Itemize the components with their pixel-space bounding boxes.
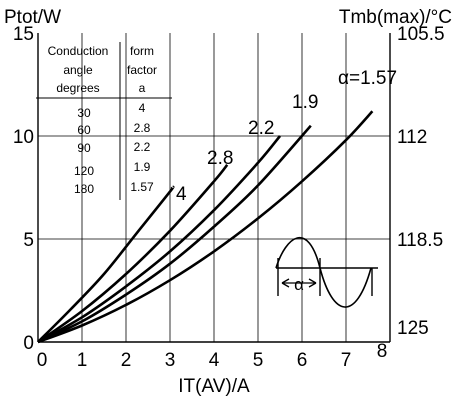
curve-label-alpha-1.57: α=1.57 — [338, 68, 397, 89]
x-tick-label: 5 — [253, 350, 264, 371]
table-cell-angle-5: 180 — [74, 182, 94, 196]
y-right-tick-labels: 105.5 112 118.5 125 — [397, 24, 445, 339]
x-axis-title: IT(AV)/A — [178, 376, 250, 397]
inset-alpha-label: α — [294, 275, 304, 294]
curve-label-1.9: 1.9 — [292, 92, 318, 113]
y-tick-labels: 0 5 10 15 — [13, 24, 34, 354]
curve-label-4: 4 — [176, 184, 187, 205]
curve-label-2.2: 2.2 — [248, 118, 274, 139]
x-tick-label: 1 — [77, 350, 88, 371]
y-tick-label: 5 — [23, 230, 34, 251]
y-left-title: Ptot/W — [4, 7, 61, 28]
x-tick-label: 2 — [121, 350, 132, 371]
conduction-angle-table: Conduction angle degrees form factor a 3… — [36, 42, 172, 200]
series-line-3 — [37, 124, 312, 344]
table-header-col1-line1: Conduction — [48, 44, 109, 58]
curve-labels: 4 2.8 2.2 1.9 α=1.57 — [176, 68, 397, 205]
table-header-col2-line1: form — [130, 44, 154, 58]
grid — [38, 33, 390, 342]
x-tick-label: 0 — [37, 350, 48, 371]
y-tick-label: 0 — [23, 333, 34, 354]
conduction-angle-inset: α — [275, 236, 378, 308]
table-header-col1-line2: angle — [63, 63, 93, 77]
series-line-2 — [37, 135, 282, 344]
inset-sine-wave — [275, 236, 372, 308]
x-tick-label: 3 — [165, 350, 176, 371]
table-cell-angle-4: 120 — [74, 164, 94, 178]
table-cell-factor-5: 1.57 — [130, 180, 154, 194]
table-header-col1-line3: degrees — [56, 81, 99, 95]
y-right-title: Tmb(max)/°C — [339, 7, 452, 28]
x-tick-label: 6 — [297, 350, 308, 371]
y-tick-label: 15 — [13, 24, 34, 45]
table-header-col2-line3: a — [139, 81, 146, 95]
x-tick-label: 4 — [209, 350, 220, 371]
y-right-tick-label: 118.5 — [397, 230, 443, 251]
table-cell-factor-1: 4 — [139, 101, 146, 115]
table-cell-factor-2: 2.8 — [134, 121, 151, 135]
curve-label-2.8: 2.8 — [207, 148, 233, 169]
y-right-tick-label: 125 — [397, 318, 429, 339]
series-line-1 — [37, 163, 229, 344]
x-tick-label: 8 — [377, 341, 388, 362]
y-right-tick-label: 112 — [397, 127, 427, 148]
series-line-4 — [37, 110, 374, 344]
x-tick-labels: 0 1 2 3 4 5 6 7 8 — [37, 341, 388, 371]
series-line-0 — [37, 185, 175, 343]
table-cell-angle-3: 90 — [77, 141, 91, 155]
series-curves — [37, 110, 374, 344]
y-tick-label: 10 — [13, 127, 34, 148]
inset-arrowhead-right — [308, 278, 317, 288]
table-cell-angle-2: 60 — [77, 123, 91, 137]
table-header-col2-line2: factor — [127, 63, 157, 77]
table-cell-factor-3: 2.2 — [134, 140, 151, 154]
inset-arrowhead-left — [281, 278, 290, 288]
table-cell-angle-1: 30 — [77, 106, 91, 120]
x-tick-label: 7 — [341, 350, 352, 371]
table-cell-factor-4: 1.9 — [134, 160, 151, 174]
y-right-tick-label: 105.5 — [397, 24, 445, 45]
